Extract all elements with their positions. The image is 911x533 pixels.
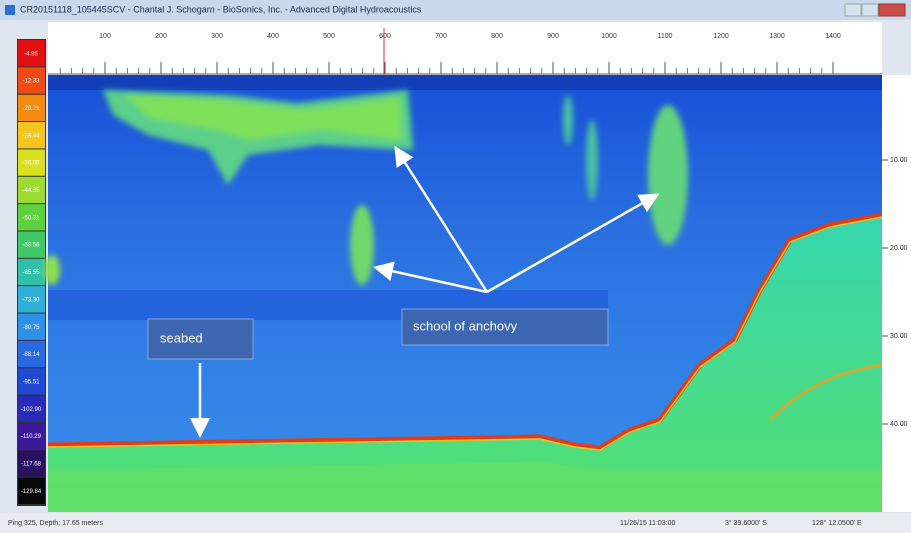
scale-swatch xyxy=(18,368,45,395)
scale-swatch xyxy=(18,313,45,340)
scale-label: -50.31 xyxy=(22,215,40,221)
title-bar xyxy=(0,0,911,20)
scale-swatch xyxy=(18,450,45,477)
scale-swatch xyxy=(18,231,45,258)
ruler-label: 1300 xyxy=(769,33,785,40)
scale-swatch xyxy=(18,286,45,313)
status-time: 11/26/15 11:03:00 xyxy=(620,520,676,527)
scale-label: -117.68 xyxy=(21,462,42,468)
ruler-label: 900 xyxy=(547,33,559,40)
scale-swatch xyxy=(18,477,45,504)
scale-swatch xyxy=(18,340,45,368)
scale-label: -80.75 xyxy=(22,325,40,331)
scale-label: -110.29 xyxy=(21,434,42,440)
scale-label: -129.84 xyxy=(21,489,42,495)
scale-swatch xyxy=(18,258,45,286)
depth-label: 40.00 xyxy=(890,421,908,428)
scale-label: -12.33 xyxy=(22,79,40,85)
scale-label: -95.51 xyxy=(22,379,40,385)
ruler-label: 1200 xyxy=(713,33,729,40)
app-icon xyxy=(5,5,15,15)
depth-label: 10.00 xyxy=(890,157,908,164)
status-latitude: 3° 39.6000' S xyxy=(725,519,767,527)
window-title: CR20151118_105445SCV - Chantal J. Schoga… xyxy=(20,4,422,14)
scale-swatch xyxy=(18,395,45,422)
scale-label: -102.90 xyxy=(21,407,42,413)
scale-swatch xyxy=(18,122,45,149)
ruler-label: 800 xyxy=(491,33,503,40)
scale-label: -88.14 xyxy=(22,352,40,358)
scale-label: -4.95 xyxy=(24,51,38,57)
scale-swatch xyxy=(18,40,45,67)
ruler-label: 300 xyxy=(211,33,223,40)
seabed-callout xyxy=(147,318,254,360)
scale-swatch xyxy=(18,94,45,122)
seabed-label: seabed xyxy=(160,330,203,345)
ruler-label: 100 xyxy=(99,33,111,40)
scale-label: -36.08 xyxy=(22,161,40,167)
school-callout xyxy=(401,308,609,346)
echogram xyxy=(44,75,883,512)
ruler-label: 200 xyxy=(155,33,167,40)
scale-label: -20.71 xyxy=(22,106,40,112)
scale-label: -73.30 xyxy=(22,297,40,303)
status-ping: Ping 325, Depth: 17.65 meters xyxy=(8,520,103,527)
school-label: school of anchovy xyxy=(413,318,518,333)
scale-swatch xyxy=(18,422,45,450)
close-button[interactable] xyxy=(878,3,906,17)
scale-swatch xyxy=(18,176,45,204)
annotation-arrows xyxy=(190,145,660,438)
ruler-label: 600 xyxy=(379,33,391,40)
ruler-label: 1000 xyxy=(601,33,617,40)
minimize-button[interactable] xyxy=(844,3,862,17)
scale-swatch xyxy=(18,67,45,94)
scale-swatch xyxy=(18,149,45,176)
scale-label: -65.55 xyxy=(22,270,40,276)
depth-label: 30.00 xyxy=(890,333,908,340)
scale-label: -58.56 xyxy=(22,243,40,249)
depth-label: 20.00 xyxy=(890,245,908,252)
scale-label: -44.85 xyxy=(22,188,40,194)
scale-label: -28.44 xyxy=(22,133,40,139)
ruler-label: 400 xyxy=(267,33,279,40)
ruler-label: 1400 xyxy=(825,33,841,40)
ruler-label: 700 xyxy=(435,33,447,40)
scale-swatch xyxy=(18,204,45,231)
status-longitude: 128° 12.0500' E xyxy=(812,519,862,527)
ruler xyxy=(48,22,882,75)
ruler-label: 500 xyxy=(323,33,335,40)
ruler-label: 1100 xyxy=(657,33,672,40)
depth-panel xyxy=(882,75,911,512)
maximize-button[interactable] xyxy=(861,3,879,17)
status-bar xyxy=(0,513,911,533)
